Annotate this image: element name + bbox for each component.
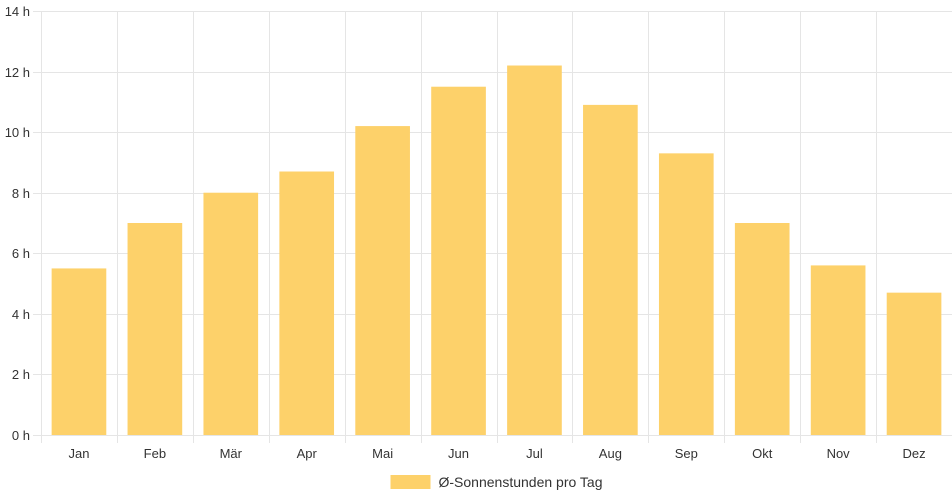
x-tick-label: Aug: [599, 446, 622, 461]
y-tick-label: 12 h: [5, 65, 30, 80]
bar[interactable]: [810, 265, 866, 435]
bar[interactable]: [507, 65, 562, 435]
chart-legend[interactable]: Ø-Sonnenstunden pro Tag: [390, 474, 603, 490]
x-tick-label: Jun: [448, 446, 469, 461]
x-tick-label: Apr: [297, 446, 318, 461]
chart-bars: [51, 65, 942, 436]
bar[interactable]: [583, 104, 638, 435]
bar[interactable]: [431, 86, 486, 435]
x-tick-label: Jul: [526, 446, 543, 461]
legend-label[interactable]: Ø-Sonnenstunden pro Tag: [439, 474, 603, 490]
chart-grid: [33, 11, 952, 443]
bar[interactable]: [658, 153, 714, 436]
bar[interactable]: [279, 171, 335, 435]
y-tick-label: 4 h: [12, 307, 30, 322]
x-tick-label: Okt: [752, 446, 773, 461]
bar[interactable]: [886, 292, 942, 435]
x-tick-label: Mär: [220, 446, 243, 461]
y-tick-label: 8 h: [12, 186, 30, 201]
y-tick-label: 10 h: [5, 125, 30, 140]
x-tick-label: Feb: [144, 446, 166, 461]
y-tick-label: 6 h: [12, 246, 30, 261]
y-tick-label: 14 h: [5, 4, 30, 19]
bar[interactable]: [127, 223, 183, 435]
y-axis-ticks: 0 h 2 h 4 h 6 h 8 h 10 h 12 h 14 h: [5, 4, 30, 443]
x-axis-ticks: Jan Feb Mär Apr Mai Jun Jul Aug Sep Okt Nov Dez: [68, 446, 925, 461]
bar[interactable]: [355, 126, 410, 435]
x-tick-label: Jan: [68, 446, 89, 461]
x-tick-label: Dez: [902, 446, 925, 461]
x-tick-label: Nov: [827, 446, 851, 461]
legend-swatch[interactable]: [390, 475, 431, 489]
y-tick-label: 2 h: [12, 367, 30, 382]
bar[interactable]: [734, 223, 790, 435]
y-tick-label: 0 h: [12, 428, 30, 443]
bar[interactable]: [203, 192, 259, 435]
x-tick-label: Sep: [675, 446, 698, 461]
x-tick-label: Mai: [372, 446, 393, 461]
bar[interactable]: [51, 268, 107, 435]
